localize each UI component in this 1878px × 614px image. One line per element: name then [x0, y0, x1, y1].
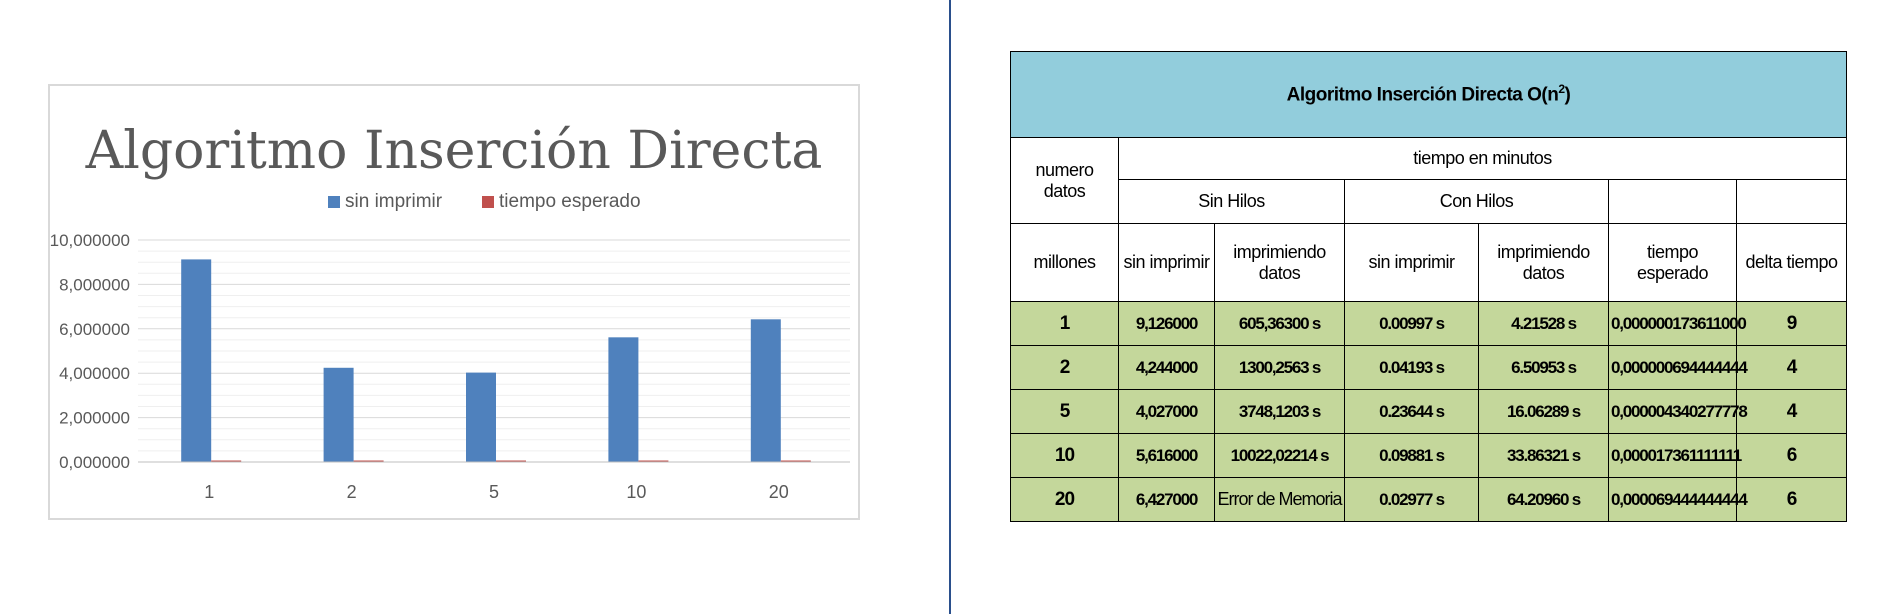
table-cell: 33.86321 s	[1478, 433, 1609, 478]
header-empty-cell	[1608, 179, 1737, 224]
y-tick-label: 10,000000	[50, 231, 130, 250]
table-cell: 6	[1735, 433, 1848, 478]
bar-sin-imprimir	[608, 337, 639, 462]
x-tick-label: 20	[769, 482, 789, 502]
table-cell: 4	[1735, 389, 1848, 434]
table-cell: 3748,1203 s	[1214, 389, 1345, 434]
table-cell: 64.20960 s	[1478, 477, 1609, 522]
table-row: 10 5,616000 10022,02214 s 0.09881 s 33.8…	[1010, 433, 1848, 478]
table-title: Algoritmo Inserción Directa O(n2)	[1009, 51, 1848, 138]
table-row: 1 9,126000 605,36300 s 0.00997 s 4.21528…	[1010, 301, 1848, 346]
table-row: 2 4,244000 1300,2563 s 0.04193 s 6.50953…	[1010, 345, 1848, 390]
column-header: millones	[1010, 223, 1119, 302]
legend-swatch-sin-imprimir	[328, 196, 340, 208]
table-cell: 10	[1010, 433, 1119, 478]
table-cell: 9	[1735, 301, 1848, 346]
bar-sin-imprimir	[466, 372, 496, 462]
table-cell: 6,427000	[1118, 477, 1215, 522]
table-cell: 0.09881 s	[1344, 433, 1479, 478]
table-cell: 0,000000173611000	[1608, 301, 1747, 346]
column-header: tiempo esperado	[1608, 223, 1737, 302]
header-empty-cell	[1735, 179, 1848, 224]
bar-sin-imprimir	[323, 367, 354, 462]
table-cell: 0.04193 s	[1344, 345, 1479, 390]
table-cell: 4.21528 s	[1478, 301, 1609, 346]
bar-sin-imprimir	[750, 319, 781, 462]
table-title-main: Algoritmo Inserción Directa O(n	[1286, 84, 1559, 106]
table-cell: 0,000069444444444	[1608, 477, 1748, 522]
table-cell: 4,244000	[1118, 345, 1215, 390]
legend-label-sin-imprimir: sin imprimir	[345, 191, 443, 212]
y-tick-label: 2,000000	[59, 409, 130, 428]
table-cell: 5	[1010, 389, 1119, 434]
header-con-hilos: Con Hilos	[1344, 179, 1609, 224]
header-tiempo-en-minutos: tiempo en minutos	[1117, 137, 1848, 180]
table-cell: 16.06289 s	[1478, 389, 1609, 434]
table-cell: 4	[1735, 345, 1848, 390]
bar-sin-imprimir	[181, 259, 212, 462]
column-header: sin imprimir	[1118, 223, 1215, 302]
y-tick-label: 4,000000	[59, 364, 130, 383]
legend-swatch-tiempo-esperado	[482, 196, 494, 208]
x-tick-label: 10	[626, 482, 646, 502]
table-row: 20 6,427000 Error de Memoria 0.02977 s 6…	[1010, 477, 1848, 522]
results-table-container: Algoritmo Inserción Directa O(n2) numero…	[1009, 51, 1848, 522]
chart-title: Algoritmo Inserción Directa	[85, 121, 823, 181]
table-title-end: )	[1564, 84, 1571, 106]
y-tick-label: 6,000000	[59, 320, 130, 339]
legend-label-tiempo-esperado: tiempo esperado	[499, 191, 641, 212]
bar-tiempo-esperado	[780, 460, 811, 462]
table-cell: Error de Memoria	[1214, 477, 1345, 522]
table-cell: 6	[1735, 477, 1848, 522]
y-tick-label: 8,000000	[59, 275, 130, 294]
header-numero-datos: numero datos	[1010, 137, 1119, 224]
table-cell: 0,000017361111111	[1608, 433, 1742, 478]
bar-tiempo-esperado	[496, 460, 526, 462]
table-cell: 6.50953 s	[1478, 345, 1609, 390]
bar-tiempo-esperado	[638, 460, 669, 462]
table-cell: 10022,02214 s	[1214, 433, 1345, 478]
x-tick-label: 2	[347, 482, 357, 502]
bar-chart: Algoritmo Inserción Directa sin imprimir t…	[48, 84, 860, 520]
bar-tiempo-esperado	[353, 460, 384, 462]
table-cell: 0.00997 s	[1344, 301, 1479, 346]
table-cell: 5,616000	[1118, 433, 1215, 478]
table-cell: 0,000004340277778	[1608, 389, 1748, 434]
table-cell: 1300,2563 s	[1214, 345, 1345, 390]
results-table: Algoritmo Inserción Directa O(n2) numero…	[1009, 51, 1848, 522]
x-tick-label: 5	[489, 482, 499, 502]
table-cell: 20	[1010, 477, 1119, 522]
table-cell: 0.23644 s	[1344, 389, 1479, 434]
table-cell: 1	[1010, 301, 1119, 346]
table-row: 5 4,027000 3748,1203 s 0.23644 s 16.0628…	[1010, 389, 1848, 434]
table-cell: 0.02977 s	[1344, 477, 1479, 522]
table-title-superscript: 2	[1558, 82, 1565, 97]
chart-canvas: Algoritmo Inserción Directa sin imprimir t…	[50, 121, 850, 502]
column-header: delta tiempo	[1735, 223, 1848, 302]
y-tick-label: 0,000000	[59, 453, 130, 472]
column-header: imprimiendo datos	[1478, 223, 1609, 302]
table-cell: 605,36300 s	[1214, 301, 1345, 346]
table-cell: 0,000000694444444	[1608, 345, 1748, 390]
column-header: sin imprimir	[1344, 223, 1479, 302]
page-divider	[949, 0, 951, 614]
x-tick-label: 1	[204, 482, 214, 502]
bar-tiempo-esperado	[211, 460, 242, 462]
table-cell: 9,126000	[1118, 301, 1215, 346]
table-cell: 4,027000	[1118, 389, 1215, 434]
header-sin-hilos: Sin Hilos	[1118, 179, 1345, 224]
table-cell: 2	[1010, 345, 1119, 390]
column-header: imprimiendo datos	[1214, 223, 1345, 302]
